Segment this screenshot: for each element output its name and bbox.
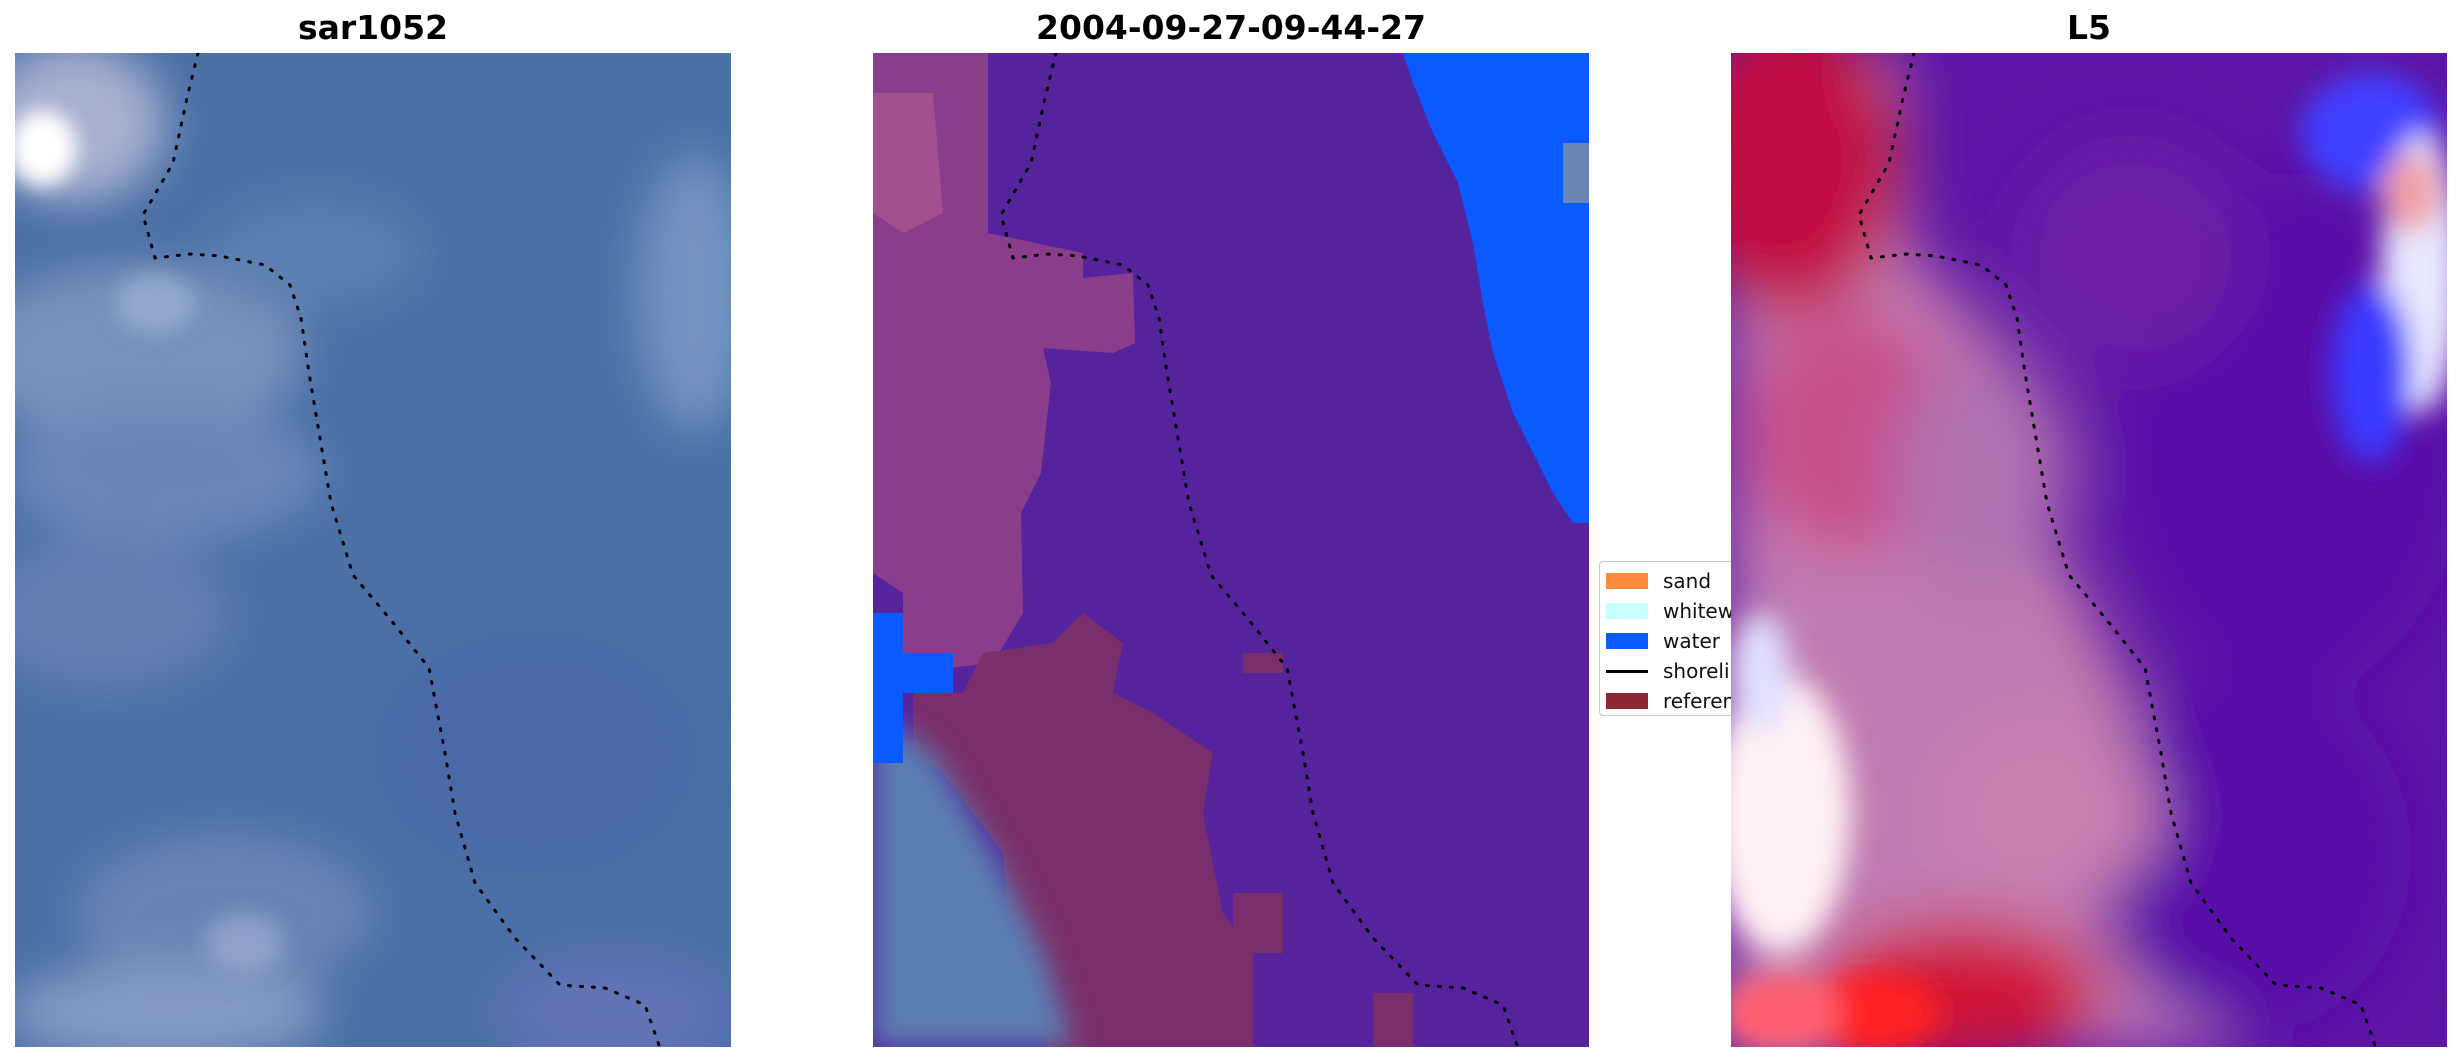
legend-label: water xyxy=(1663,629,1720,653)
panel-title-classified: 2004-09-27-09-44-27 xyxy=(1036,8,1426,47)
classified-image xyxy=(873,53,1589,1047)
legend-label: reference xyxy=(1663,689,1731,713)
legend-swatch-reference xyxy=(1606,693,1648,709)
legend-item-sand: sand xyxy=(1606,569,1711,593)
panel-title-rgb: sar1052 xyxy=(297,8,449,47)
legend-item-water: water xyxy=(1606,629,1720,653)
legend-swatch-water xyxy=(1606,633,1648,649)
legend-label: shoreline xyxy=(1663,659,1731,683)
legend-swatch-sand xyxy=(1606,573,1648,589)
legend-item-reference: reference xyxy=(1606,689,1731,713)
index-image xyxy=(1731,53,2447,1047)
legend-item-shoreline: shoreline xyxy=(1606,659,1731,683)
rgb-image xyxy=(15,53,731,1047)
legend-swatch-whitewater xyxy=(1606,603,1648,619)
legend-label: sand xyxy=(1663,569,1712,593)
legend-line-shoreline xyxy=(1606,669,1648,673)
panel-title-index: L5 xyxy=(2067,8,2111,47)
